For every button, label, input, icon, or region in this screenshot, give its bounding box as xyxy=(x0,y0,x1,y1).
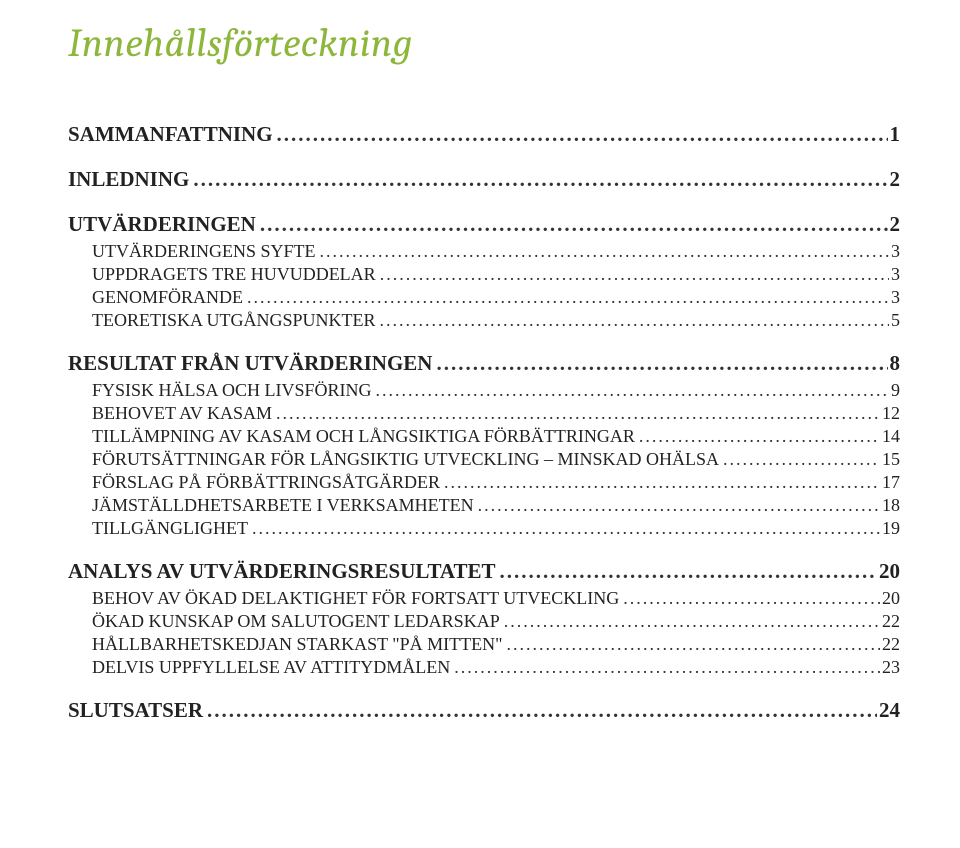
toc-leader-dots xyxy=(432,351,887,376)
toc-entry: SLUTSATSER 24 xyxy=(68,698,900,723)
toc-entry-page: 18 xyxy=(880,495,900,516)
toc-entry: TEORETISKA UTGÅNGSPUNKTER 5 xyxy=(68,310,900,331)
toc-entry: ÖKAD KUNSKAP OM SALUTOGENT LEDARSKAP 22 xyxy=(68,611,900,632)
toc-entry-page: 17 xyxy=(880,472,900,493)
toc-leader-dots xyxy=(316,241,889,262)
toc-entry: UPPDRAGETS TRE HUVUDDELAR 3 xyxy=(68,264,900,285)
toc-entry-label: JÄMSTÄLLDHETSARBETE I VERKSAMHETEN xyxy=(92,495,474,516)
toc-leader-dots xyxy=(474,495,880,516)
toc-leader-dots xyxy=(719,449,880,470)
toc-entry: FÖRUTSÄTTNINGAR FÖR LÅNGSIKTIG UTVECKLIN… xyxy=(68,449,900,470)
toc-entry-page: 5 xyxy=(889,310,900,331)
toc-leader-dots xyxy=(376,310,890,331)
toc-entry-page: 15 xyxy=(880,449,900,470)
toc-entry-label: BEHOVET AV KASAM xyxy=(92,403,272,424)
toc-entry-page: 22 xyxy=(880,611,900,632)
toc-entry-label: ANALYS AV UTVÄRDERINGSRESULTATET xyxy=(68,559,496,584)
toc-entry-label: TEORETISKA UTGÅNGSPUNKTER xyxy=(92,310,376,331)
toc-entry: BEHOVET AV KASAM 12 xyxy=(68,403,900,424)
toc-leader-dots xyxy=(376,264,889,285)
toc-leader-dots xyxy=(496,559,877,584)
toc-entry: FYSISK HÄLSA OCH LIVSFÖRING 9 xyxy=(68,380,900,401)
toc-leader-dots xyxy=(256,212,888,237)
toc-entry: SAMMANFATTNING 1 xyxy=(68,122,900,147)
toc-entry-page: 22 xyxy=(880,634,900,655)
toc-entry-page: 23 xyxy=(880,657,900,678)
toc-entry-page: 3 xyxy=(889,241,900,262)
toc-entry-page: 9 xyxy=(889,380,900,401)
toc-entry-label: TILLÄMPNING AV KASAM OCH LÅNGSIKTIGA FÖR… xyxy=(92,426,635,447)
toc-entry: TILLGÄNGLIGHET 19 xyxy=(68,518,900,539)
toc-entry: JÄMSTÄLLDHETSARBETE I VERKSAMHETEN 18 xyxy=(68,495,900,516)
toc-leader-dots xyxy=(203,698,877,723)
toc-entry-page: 8 xyxy=(888,351,901,376)
toc-leader-dots xyxy=(440,472,880,493)
toc-entry-page: 3 xyxy=(889,264,900,285)
toc-leader-dots xyxy=(248,518,880,539)
toc-leader-dots xyxy=(189,167,887,192)
toc-entry-page: 1 xyxy=(888,122,901,147)
toc-entry: UTVÄRDERINGEN 2 xyxy=(68,212,900,237)
toc-entry: DELVIS UPPFYLLELSE AV ATTITYDMÅLEN 23 xyxy=(68,657,900,678)
toc-entry-label: SAMMANFATTNING xyxy=(68,122,273,147)
toc-leader-dots xyxy=(273,122,888,147)
toc-entry-label: UPPDRAGETS TRE HUVUDDELAR xyxy=(92,264,376,285)
toc-entry-label: SLUTSATSER xyxy=(68,698,203,723)
toc-entry-label: FYSISK HÄLSA OCH LIVSFÖRING xyxy=(92,380,372,401)
document-title: Innehållsförteckning xyxy=(68,20,900,66)
toc-leader-dots xyxy=(450,657,880,678)
toc-leader-dots xyxy=(619,588,880,609)
toc-entry: BEHOV AV ÖKAD DELAKTIGHET FÖR FORTSATT U… xyxy=(68,588,900,609)
toc-entry-page: 20 xyxy=(877,559,900,584)
toc-leader-dots xyxy=(502,634,880,655)
toc-entry-label: DELVIS UPPFYLLELSE AV ATTITYDMÅLEN xyxy=(92,657,450,678)
toc-leader-dots xyxy=(372,380,889,401)
toc-entry-page: 2 xyxy=(888,212,901,237)
toc-leader-dots xyxy=(243,287,889,308)
toc-entry-label: UTVÄRDERINGEN xyxy=(68,212,256,237)
toc-entry-page: 14 xyxy=(880,426,900,447)
toc-entry: TILLÄMPNING AV KASAM OCH LÅNGSIKTIGA FÖR… xyxy=(68,426,900,447)
toc-entry: ANALYS AV UTVÄRDERINGSRESULTATET 20 xyxy=(68,559,900,584)
toc-entry: GENOMFÖRANDE 3 xyxy=(68,287,900,308)
toc-entry: UTVÄRDERINGENS SYFTE 3 xyxy=(68,241,900,262)
toc-entry-page: 2 xyxy=(888,167,901,192)
toc-entry-label: FÖRUTSÄTTNINGAR FÖR LÅNGSIKTIG UTVECKLIN… xyxy=(92,449,719,470)
toc-entry-label: INLEDNING xyxy=(68,167,189,192)
toc-entry-label: FÖRSLAG PÅ FÖRBÄTTRINGSÅTGÄRDER xyxy=(92,472,440,493)
toc-entry-label: BEHOV AV ÖKAD DELAKTIGHET FÖR FORTSATT U… xyxy=(92,588,619,609)
toc-entry-label: TILLGÄNGLIGHET xyxy=(92,518,248,539)
toc-leader-dots xyxy=(500,611,880,632)
toc-leader-dots xyxy=(272,403,880,424)
toc-entry: HÅLLBARHETSKEDJAN STARKAST "PÅ MITTEN" 22 xyxy=(68,634,900,655)
toc-entry-label: GENOMFÖRANDE xyxy=(92,287,243,308)
toc-entry-page: 24 xyxy=(877,698,900,723)
toc-entry: RESULTAT FRÅN UTVÄRDERINGEN 8 xyxy=(68,351,900,376)
toc-entry-label: HÅLLBARHETSKEDJAN STARKAST "PÅ MITTEN" xyxy=(92,634,502,655)
toc-entry-page: 3 xyxy=(889,287,900,308)
toc-entry-page: 20 xyxy=(880,588,900,609)
table-of-contents: SAMMANFATTNING1INLEDNING2UTVÄRDERINGEN2U… xyxy=(68,122,900,723)
toc-leader-dots xyxy=(635,426,880,447)
toc-entry: INLEDNING 2 xyxy=(68,167,900,192)
toc-entry-label: UTVÄRDERINGENS SYFTE xyxy=(92,241,316,262)
toc-entry-page: 19 xyxy=(880,518,900,539)
toc-entry-page: 12 xyxy=(880,403,900,424)
toc-entry-label: RESULTAT FRÅN UTVÄRDERINGEN xyxy=(68,351,432,376)
toc-entry: FÖRSLAG PÅ FÖRBÄTTRINGSÅTGÄRDER 17 xyxy=(68,472,900,493)
toc-entry-label: ÖKAD KUNSKAP OM SALUTOGENT LEDARSKAP xyxy=(92,611,500,632)
